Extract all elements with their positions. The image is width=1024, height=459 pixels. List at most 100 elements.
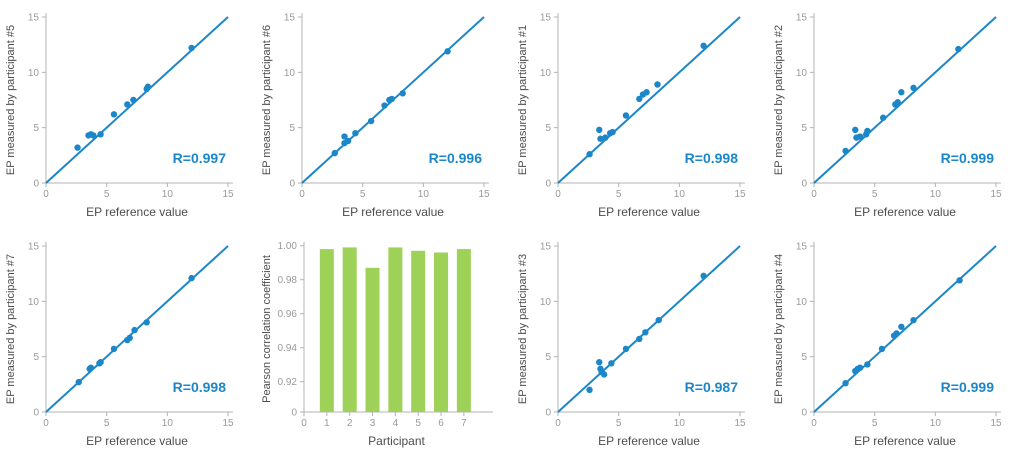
identity-line xyxy=(45,16,229,184)
x-axis-title: EP reference value xyxy=(598,205,700,219)
tick-labels: 0 5 10 15 0 5 10 15 xyxy=(540,13,746,201)
r-value-label: R=0.997 xyxy=(173,150,227,166)
svg-text:0: 0 xyxy=(299,189,305,200)
svg-text:10: 10 xyxy=(674,189,686,200)
data-points xyxy=(586,42,707,158)
svg-text:0: 0 xyxy=(545,179,551,190)
data-point xyxy=(341,133,348,140)
svg-text:15: 15 xyxy=(734,418,746,429)
svg-text:15: 15 xyxy=(796,13,808,24)
r-value-label: R=0.987 xyxy=(685,379,739,395)
svg-text:10: 10 xyxy=(540,297,552,308)
tick-labels: 0 5 10 15 0 5 10 15 xyxy=(540,242,746,430)
data-point xyxy=(110,111,118,118)
svg-text:5: 5 xyxy=(415,418,421,429)
data-point xyxy=(97,131,104,138)
svg-text:5: 5 xyxy=(33,352,39,363)
data-point xyxy=(143,319,150,326)
data-point xyxy=(331,149,338,157)
data-point xyxy=(910,316,917,324)
scatter-chart-participant-5: 0 5 10 15 0 5 10 15 R=0.997 EP reference value EP … xyxy=(5,13,234,220)
svg-text:10: 10 xyxy=(28,297,40,308)
data-point xyxy=(864,361,871,368)
data-points xyxy=(75,274,195,386)
y-axis-title: EP measured by participant #6 xyxy=(261,25,273,175)
svg-text:1.00: 1.00 xyxy=(278,241,298,252)
data-point xyxy=(586,151,593,158)
data-point xyxy=(367,117,375,125)
svg-text:0: 0 xyxy=(33,408,39,419)
data-point xyxy=(597,135,604,142)
data-point xyxy=(344,137,352,145)
y-axis-title: EP measured by participant #3 xyxy=(517,254,529,404)
x-axis-title: EP reference value xyxy=(854,205,956,219)
data-point xyxy=(381,102,388,109)
svg-text:5: 5 xyxy=(104,418,110,429)
svg-text:5: 5 xyxy=(801,352,807,363)
svg-text:10: 10 xyxy=(796,68,808,79)
bar-participant-2 xyxy=(342,247,357,412)
svg-text:7: 7 xyxy=(461,418,467,429)
svg-text:15: 15 xyxy=(284,13,296,24)
data-points xyxy=(842,277,963,387)
r-value-label: R=0.998 xyxy=(685,150,739,166)
data-point xyxy=(90,132,97,139)
bar-participant-1 xyxy=(319,249,334,412)
r-value-label: R=0.999 xyxy=(941,150,995,166)
svg-text:5: 5 xyxy=(616,418,622,429)
data-point xyxy=(110,345,118,353)
data-point xyxy=(879,114,887,121)
x-axis-title: EP reference value xyxy=(342,205,444,219)
svg-text:15: 15 xyxy=(734,189,746,200)
data-point xyxy=(388,95,395,103)
data-point xyxy=(864,127,871,135)
data-point xyxy=(893,330,900,337)
data-point xyxy=(444,48,451,55)
data-point xyxy=(352,130,359,137)
panel-participant-5: 0 5 10 15 0 5 10 15 R=0.997 EP reference value EP … xyxy=(0,0,256,229)
svg-text:6: 6 xyxy=(438,418,444,429)
data-point xyxy=(910,84,917,92)
svg-text:15: 15 xyxy=(222,418,234,429)
data-point xyxy=(955,45,962,53)
y-axis-title: EP measured by participant #7 xyxy=(5,254,17,404)
data-point xyxy=(144,83,152,90)
scatter-chart-participant-3: 0 5 10 15 0 5 10 15 R=0.987 EP reference value EP … xyxy=(517,242,746,449)
data-point xyxy=(596,126,603,134)
y-axis-title: EP measured by participant #5 xyxy=(5,25,17,175)
tick-labels: 0 5 10 15 0 5 10 15 xyxy=(796,242,1002,430)
x-axis-title: EP reference value xyxy=(86,205,188,219)
x-axis-title: EP reference value xyxy=(854,434,956,448)
svg-text:0: 0 xyxy=(545,408,551,419)
panel-participant-6: 0 5 10 15 0 5 10 15 R=0.996 EP reference value EP … xyxy=(256,0,512,229)
data-point xyxy=(97,359,104,366)
svg-text:5: 5 xyxy=(616,189,622,200)
svg-text:0: 0 xyxy=(289,179,295,190)
x-axis-title: EP reference value xyxy=(598,434,700,448)
data-point xyxy=(124,101,131,108)
r-value-label: R=0.998 xyxy=(173,379,227,395)
data-point xyxy=(655,316,662,324)
data-point xyxy=(188,274,195,282)
data-point xyxy=(608,360,615,367)
svg-text:0: 0 xyxy=(43,418,49,429)
svg-text:2: 2 xyxy=(347,418,353,429)
svg-text:3: 3 xyxy=(370,418,376,429)
data-point xyxy=(602,134,609,141)
svg-text:15: 15 xyxy=(990,418,1002,429)
svg-text:10: 10 xyxy=(930,189,942,200)
data-point xyxy=(75,378,82,386)
data-point xyxy=(700,272,707,280)
data-point xyxy=(842,380,849,387)
bar-participant-6 xyxy=(434,252,449,412)
svg-text:0: 0 xyxy=(301,418,307,429)
data-point xyxy=(700,42,707,49)
data-point xyxy=(856,364,864,371)
y-axis-title: EP measured by participant #2 xyxy=(773,25,785,175)
svg-text:0: 0 xyxy=(291,408,297,419)
data-point xyxy=(842,147,849,155)
y-axis-title: Pearson correlation coefficient xyxy=(261,255,273,403)
data-point xyxy=(643,89,650,96)
tick-labels: 0 5 10 15 0 5 10 15 xyxy=(284,13,490,201)
